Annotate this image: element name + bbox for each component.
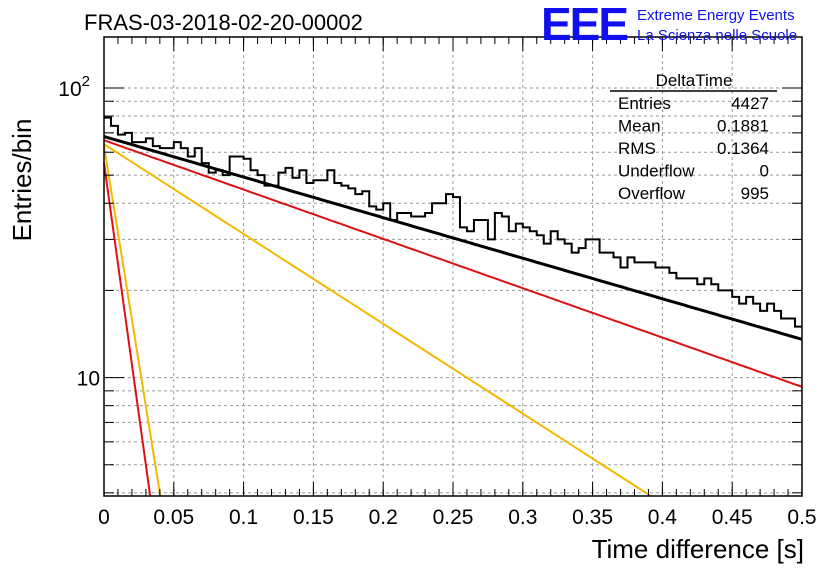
eee-logo-line2: La Scienza nelle Scuole	[637, 27, 797, 44]
stats-box: DeltaTime Entries 4427 Mean 0.1881 RMS 0.1364…	[610, 71, 777, 203]
x-tick-label: 0	[98, 506, 110, 529]
x-tick-label: 0.45	[712, 506, 753, 529]
fit-curve-4	[103, 145, 162, 497]
stats-value: 0.1364	[717, 139, 769, 158]
eee-logo-text: EEE	[541, 0, 627, 50]
stats-rows: Entries 4427 Mean 0.1881 RMS 0.1364 Underflow 0…	[618, 94, 769, 203]
x-tick-label: 0.25	[433, 506, 474, 529]
grid	[104, 37, 802, 496]
y-tick-exponent: 2	[82, 73, 90, 90]
x-tick-label: 0.3	[508, 506, 537, 529]
axis-ticks: 0 0.05 0.1 0.15 0.2 0.25 0.3 0.35 0.4 0.45 0.5 10 10…	[58, 37, 817, 529]
stats-value: 0	[760, 162, 769, 181]
stats-label: RMS	[618, 139, 656, 158]
x-tick-label: 0.05	[153, 506, 194, 529]
stats-value: 995	[741, 184, 769, 203]
stats-value: 4427	[731, 94, 769, 113]
stats-label: Underflow	[618, 162, 695, 181]
x-tick-label: 0.35	[572, 506, 613, 529]
stats-value: 0.1881	[717, 117, 769, 136]
stats-label: Mean	[618, 117, 661, 136]
x-tick-label: 0.4	[648, 506, 678, 529]
fit-curve-1	[103, 139, 803, 388]
fit-curve-2	[103, 163, 152, 497]
fit-curve-0	[103, 135, 803, 341]
x-tick-label: 0.5	[787, 506, 816, 529]
fit-curves	[103, 135, 803, 497]
y-tick-label: 10	[77, 368, 100, 391]
stats-label: Entries	[618, 94, 671, 113]
x-tick-label: 0.2	[369, 506, 398, 529]
chart-title: FRAS-03-2018-02-20-00002	[84, 10, 363, 35]
fit-curve-3	[103, 143, 652, 497]
stats-title: DeltaTime	[656, 71, 733, 90]
y-axis-label: Entries/bin	[7, 119, 37, 242]
x-axis-label: Time difference [s]	[592, 534, 804, 564]
stats-label: Overflow	[618, 184, 686, 203]
y-tick-label: 102	[58, 73, 90, 101]
eee-logo-line1: Extreme Energy Events	[637, 7, 795, 24]
x-tick-label: 0.15	[293, 506, 334, 529]
x-tick-label: 0.1	[229, 506, 258, 529]
